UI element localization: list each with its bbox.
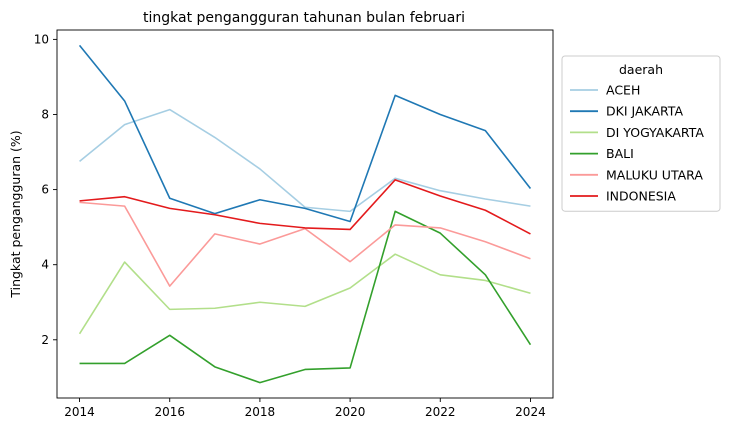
series-line-dki-jakarta [78,44,532,223]
y-axis-label: Tingkat pengangguran (%) [8,130,23,298]
x-tick-label: 2018 [245,405,276,419]
plot-area: 2014 2016 2018 2020 2022 2024 2 4 6 8 10 [34,29,554,419]
series-line-di-yogyakarta [78,253,531,335]
legend-label: DI YOGYAKARTA [606,125,704,140]
y-tick-label: 2 [41,333,49,347]
legend-label: INDONESIA [606,189,676,204]
x-tick-label: 2014 [64,405,95,419]
y-tick-label: 6 [41,183,49,197]
chart-title: tingkat pengangguran tahunan bulan febru… [143,10,465,26]
series-line-maluku-utara [79,201,531,287]
legend-label: BALI [606,146,634,161]
legend-label: DKI JAKARTA [606,104,683,119]
legend-box [561,55,721,212]
y-tick-label: 8 [41,107,49,121]
x-tick-label: 2022 [425,405,456,419]
series-line-indonesia [79,179,531,235]
legend: daerah ACEH DKI JAKARTA DI YOGYAKARTA BALI MA… [561,55,721,212]
legend-label: MALUKU UTARA [606,167,703,182]
series-line-aceh [79,108,531,213]
series-line-bali [79,210,532,384]
x-tick-label: 2020 [335,405,366,419]
legend-title: daerah [619,62,663,77]
axes-frame [56,29,554,399]
x-tick-label: 2016 [154,405,185,419]
legend-label: ACEH [606,83,640,98]
x-tick-label: 2024 [515,405,546,419]
y-tick-label: 4 [41,258,49,272]
y-tick-label: 10 [34,32,49,46]
